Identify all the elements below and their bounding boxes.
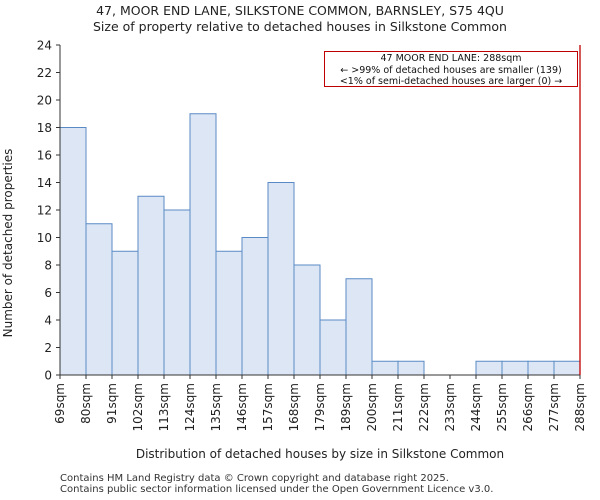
x-tick-label: 102sqm bbox=[131, 383, 145, 431]
y-tick-label: 10 bbox=[37, 231, 52, 245]
x-tick-label: 135sqm bbox=[209, 383, 223, 431]
bar-168sqm bbox=[293, 264, 321, 376]
y-tick-label: 18 bbox=[37, 121, 52, 135]
annotation-line-1: 47 MOOR END LANE: 288sqm bbox=[380, 53, 522, 64]
x-tick-label: 179sqm bbox=[313, 383, 327, 431]
bar-135sqm bbox=[215, 250, 243, 376]
bar-146sqm bbox=[241, 237, 269, 376]
x-tick-label: 157sqm bbox=[261, 383, 275, 431]
chart-title: 47, MOOR END LANE, SILKSTONE COMMON, BAR… bbox=[96, 3, 504, 18]
y-tick-label: 2 bbox=[44, 341, 52, 355]
x-tick-label: 113sqm bbox=[157, 383, 171, 431]
y-tick-label: 0 bbox=[44, 369, 52, 383]
bar-211sqm bbox=[397, 360, 425, 376]
x-tick-label: 146sqm bbox=[235, 383, 249, 431]
x-tick-label: 168sqm bbox=[287, 383, 301, 431]
footer-licence: Contains public sector information licen… bbox=[60, 484, 494, 495]
y-tick-label: 12 bbox=[37, 204, 52, 218]
bar-200sqm bbox=[371, 360, 399, 376]
bar-102sqm bbox=[137, 195, 165, 376]
bar-179sqm bbox=[319, 319, 347, 376]
x-tick-label: 91sqm bbox=[105, 383, 119, 424]
x-tick-label: 222sqm bbox=[417, 383, 431, 431]
bar-244sqm bbox=[475, 360, 503, 376]
bar-113sqm bbox=[163, 209, 191, 376]
bar-266sqm bbox=[527, 360, 555, 376]
y-tick-label: 6 bbox=[44, 286, 52, 300]
y-axis-label: Number of detached properties bbox=[1, 149, 15, 338]
y-tick-label: 8 bbox=[44, 259, 52, 273]
chart-subtitle: Size of property relative to detached ho… bbox=[93, 19, 507, 34]
x-tick-label: 124sqm bbox=[183, 383, 197, 431]
x-tick-label: 189sqm bbox=[339, 383, 353, 431]
annotation-line-2: ← >99% of detached houses are smaller (1… bbox=[340, 64, 562, 76]
x-tick-label: 266sqm bbox=[521, 383, 535, 431]
x-axis-label: Distribution of detached houses by size … bbox=[136, 447, 504, 461]
annotation-line-3: <1% of semi-detached houses are larger (… bbox=[339, 76, 563, 87]
y-tick-label: 16 bbox=[37, 149, 52, 163]
x-tick-label: 244sqm bbox=[469, 383, 483, 431]
x-tick-label: 80sqm bbox=[79, 383, 93, 424]
bar-255sqm bbox=[501, 360, 529, 376]
annotation-box: 47 MOOR END LANE: 288sqm ← >99% of detac… bbox=[324, 51, 578, 87]
bar-69sqm bbox=[59, 127, 87, 376]
x-tick-label: 288sqm bbox=[573, 383, 587, 431]
x-tick-label: 255sqm bbox=[495, 383, 509, 431]
y-tick-label: 24 bbox=[37, 39, 52, 53]
bar-157sqm bbox=[267, 182, 295, 376]
x-tick-label: 233sqm bbox=[443, 383, 457, 431]
bar-80sqm bbox=[85, 223, 113, 376]
footer-copyright: Contains HM Land Registry data © Crown c… bbox=[60, 473, 449, 484]
y-tick-label: 22 bbox=[37, 66, 52, 80]
x-tick-label: 69sqm bbox=[53, 383, 67, 424]
x-tick-label: 200sqm bbox=[365, 383, 379, 431]
bar-91sqm bbox=[111, 250, 139, 376]
bar-277sqm bbox=[553, 360, 581, 376]
x-tick-label: 277sqm bbox=[547, 383, 561, 431]
x-tick-label: 211sqm bbox=[391, 383, 405, 431]
y-tick-label: 4 bbox=[44, 314, 52, 328]
y-tick-label: 20 bbox=[37, 94, 52, 108]
y-tick-label: 14 bbox=[37, 176, 52, 190]
bar-189sqm bbox=[345, 278, 373, 376]
bar-124sqm bbox=[189, 113, 217, 376]
